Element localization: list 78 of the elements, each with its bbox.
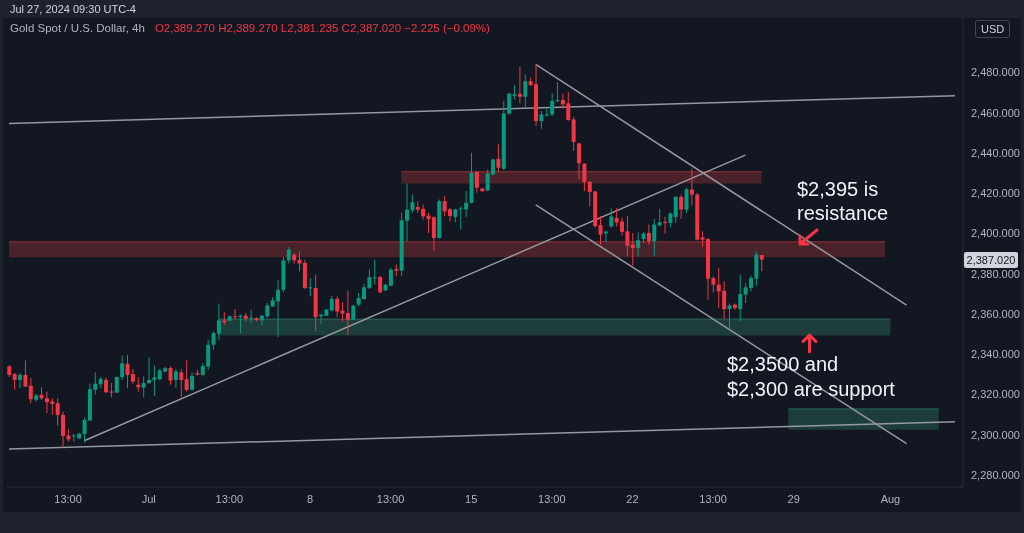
y-tick-label: 2,480.000 — [971, 66, 1020, 79]
x-tick-label: 29 — [787, 492, 800, 505]
candlestick — [168, 365, 173, 386]
candlestick — [216, 303, 221, 341]
x-tick-label: 22 — [626, 492, 639, 505]
y-tick-label: 2,380.000 — [971, 267, 1020, 280]
candlestick — [555, 81, 560, 104]
candlestick — [689, 168, 694, 207]
candlestick — [120, 355, 125, 381]
candlestick — [335, 295, 340, 318]
candlestick — [18, 372, 23, 389]
candlestick — [431, 215, 436, 251]
candlestick — [372, 259, 377, 286]
y-axis-title: USD — [975, 20, 1011, 38]
x-tick-label: 13:00 — [376, 492, 405, 505]
y-tick-label: 2,440.000 — [971, 146, 1020, 159]
candlestick — [673, 195, 678, 224]
candlestick — [345, 289, 350, 336]
candlestick — [141, 375, 146, 398]
candlestick — [410, 194, 415, 214]
candlestick — [109, 382, 114, 398]
candlestick — [147, 356, 152, 385]
candlestick — [577, 142, 582, 180]
x-tick-label: 13:00 — [538, 492, 566, 505]
candlestick — [646, 224, 651, 246]
candlestick — [55, 397, 60, 427]
candlestick — [722, 280, 727, 320]
y-tick-label: 2,420.000 — [971, 187, 1020, 200]
candlestick — [249, 309, 254, 324]
candlestick — [173, 368, 178, 389]
candlestick — [571, 116, 576, 152]
y-tick-label: 2,360.000 — [971, 307, 1020, 320]
candlestick — [587, 180, 592, 207]
candlestick — [28, 377, 33, 404]
candlestick — [184, 359, 189, 393]
x-tick-label: 13:00 — [699, 492, 727, 505]
y-tick-label: 2,460.000 — [971, 106, 1020, 119]
x-tick-label: 8 — [306, 492, 314, 505]
candlestick — [738, 274, 743, 322]
candlestick — [523, 73, 528, 109]
candlestick — [474, 170, 479, 194]
y-tick-label: 2,400.000 — [971, 227, 1020, 240]
text: Jul 27, 2024 09:30 UTC-4 — [10, 2, 136, 16]
candlestick — [582, 162, 587, 192]
x-tick-label: Aug — [880, 492, 901, 505]
candlestick — [179, 368, 184, 398]
candlestick — [727, 303, 732, 329]
candlestick — [496, 143, 501, 173]
candlestick — [630, 232, 635, 267]
candlestick — [308, 277, 313, 297]
candlestick — [190, 371, 195, 392]
y-tick-label: 2,340.000 — [971, 348, 1020, 361]
y-tick-label: 2,320.000 — [971, 388, 1020, 401]
x-tick-label: 13:00 — [54, 492, 82, 505]
candlestick — [684, 187, 689, 214]
candlestick — [652, 218, 657, 257]
x-tick-label: 15 — [465, 492, 478, 505]
annotation: $2,395 is resistance — [797, 177, 889, 225]
y-tick-label: 2,280.000 — [971, 468, 1020, 481]
x-tick-label: Jul — [141, 492, 156, 505]
x-tick-label: 13:00 — [215, 492, 244, 505]
candlestick — [550, 92, 555, 117]
chart-subtitle: O2,389.270 H2,389.270 L2,381.235 C2,387.020 −2.225 (−0.09%) — [154, 22, 490, 34]
candlestick — [206, 339, 211, 371]
candlestick — [61, 411, 66, 448]
candlestick — [152, 365, 157, 397]
y-tick-label: 2,300.000 — [971, 428, 1020, 441]
candlestick — [609, 207, 614, 229]
candlestick — [233, 308, 238, 320]
candlestick — [598, 215, 603, 245]
candlestick — [23, 359, 28, 388]
chart-title: Gold Spot / U.S. Dollar, 4h — [10, 22, 145, 34]
candlestick — [130, 368, 135, 385]
candlestick — [517, 66, 522, 104]
candlestick — [636, 231, 641, 257]
candlestick — [679, 194, 684, 220]
text: 2,387.020 — [964, 251, 1018, 268]
candlestick — [663, 216, 668, 235]
